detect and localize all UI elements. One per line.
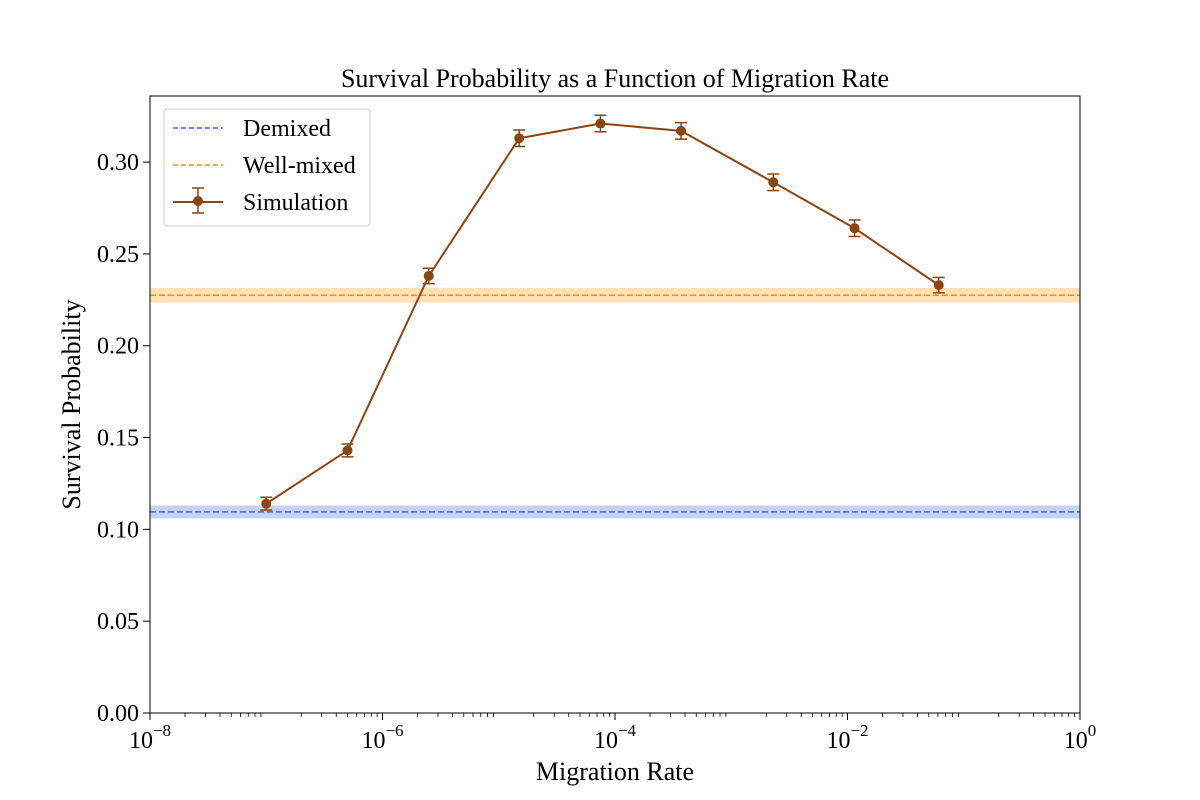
- y-axis-title: Survival Probability: [57, 299, 86, 509]
- x-axis-ticks: 10−8 10−6 10−4 10−2 100: [129, 713, 1096, 754]
- series-layer: [260, 114, 945, 511]
- data-point: [423, 270, 434, 281]
- data-point: [595, 118, 606, 129]
- y-tick-label: 0.20: [97, 334, 139, 360]
- x-tick-label: 10−6: [361, 721, 403, 754]
- legend-label-well-mixed: Well-mixed: [243, 153, 356, 179]
- reference-bands: [150, 287, 1080, 519]
- y-tick-label: 0.30: [97, 150, 139, 176]
- data-point: [933, 280, 944, 291]
- legend: Demixed Well-mixed Simulation: [163, 108, 371, 227]
- data-point: [849, 223, 860, 234]
- y-tick-label: 0.25: [97, 242, 139, 268]
- chart-title: Survival Probability as a Function of Mi…: [341, 64, 889, 93]
- data-point: [342, 445, 353, 456]
- legend-label-demixed: Demixed: [243, 116, 331, 142]
- x-tick-label: 10−2: [826, 721, 868, 754]
- legend-label-simulation: Simulation: [243, 190, 348, 216]
- y-tick-label: 0.00: [97, 701, 139, 727]
- x-tick-label: 10−4: [594, 721, 637, 754]
- data-point: [261, 498, 272, 509]
- x-tick-label: 10−8: [129, 721, 171, 754]
- data-point: [676, 125, 687, 136]
- reference-lines: [150, 294, 1080, 513]
- y-tick-label: 0.10: [97, 517, 139, 543]
- data-point: [768, 177, 779, 188]
- x-tick-label: 100: [1064, 721, 1097, 754]
- legend-frame: [163, 108, 371, 227]
- y-tick-label: 0.05: [97, 609, 139, 635]
- y-tick-label: 0.15: [97, 426, 139, 452]
- x-axis-title: Migration Rate: [536, 757, 694, 786]
- legend-swatch-simulation-marker: [193, 196, 203, 206]
- y-axis-ticks: 0.00 0.05 0.10 0.15 0.20 0.25 0.30: [97, 150, 150, 727]
- data-point: [514, 133, 525, 144]
